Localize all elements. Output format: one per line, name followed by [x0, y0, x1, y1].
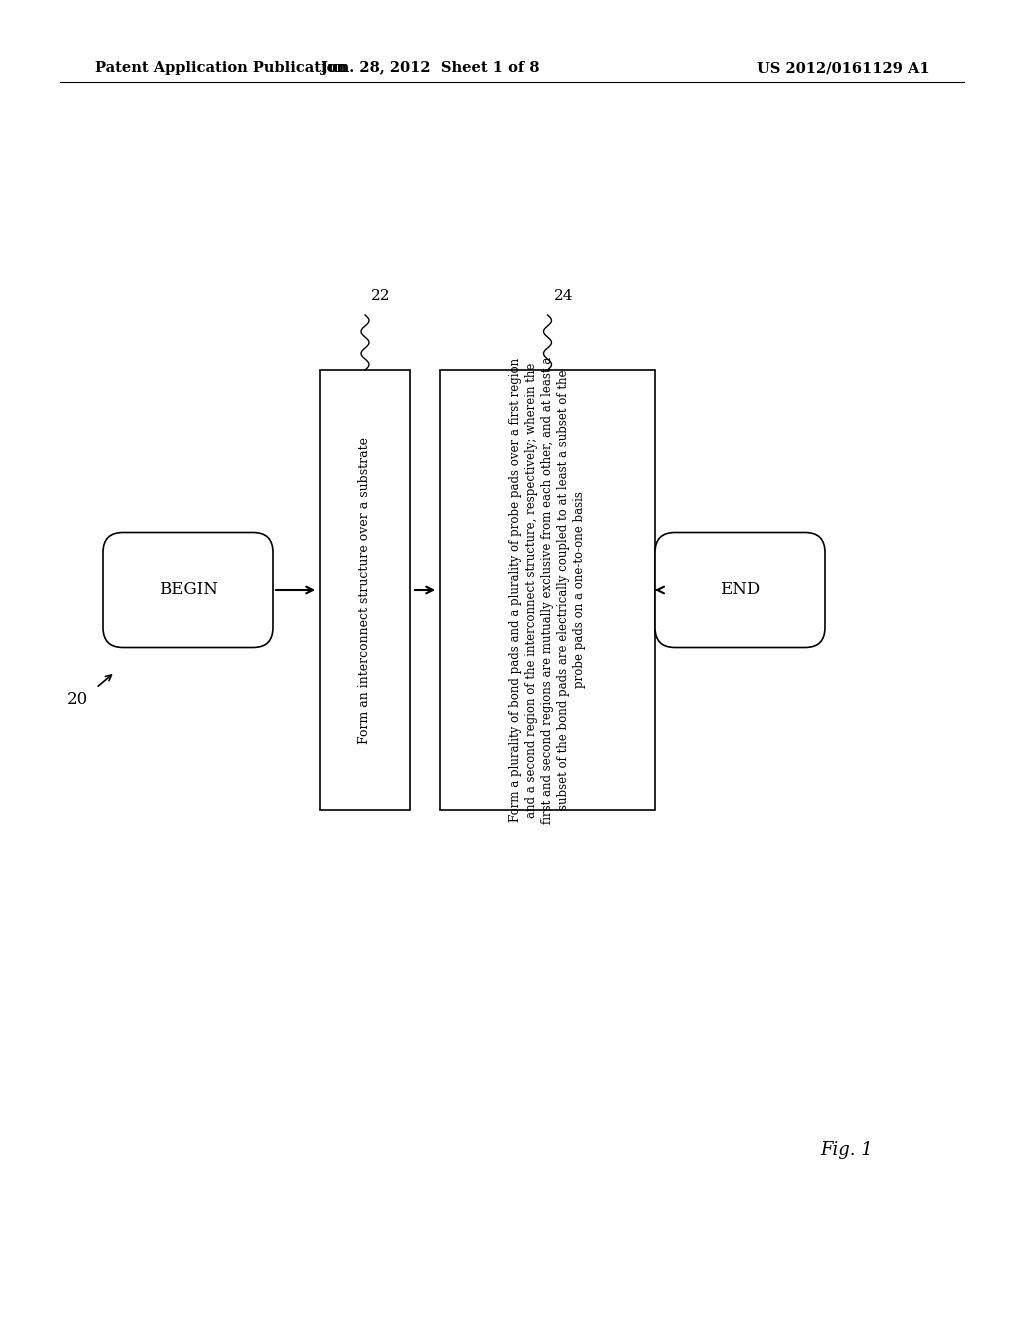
Text: 20: 20 — [67, 692, 88, 709]
FancyBboxPatch shape — [655, 532, 825, 648]
Text: Patent Application Publication: Patent Application Publication — [95, 61, 347, 75]
Bar — [440, 370, 655, 810]
Text: Form a plurality of bond pads and a plurality of probe pads over a first region
: Form a plurality of bond pads and a plur… — [509, 356, 586, 824]
Text: Form an interconnect structure over a substrate: Form an interconnect structure over a su… — [358, 437, 372, 743]
Text: Jun. 28, 2012  Sheet 1 of 8: Jun. 28, 2012 Sheet 1 of 8 — [321, 61, 540, 75]
Text: Fig. 1: Fig. 1 — [820, 1140, 872, 1159]
FancyBboxPatch shape — [103, 532, 273, 648]
Text: END: END — [720, 582, 760, 598]
Text: 22: 22 — [371, 289, 390, 304]
Text: 24: 24 — [554, 289, 573, 304]
Bar — [319, 370, 410, 810]
Text: US 2012/0161129 A1: US 2012/0161129 A1 — [758, 61, 930, 75]
Text: BEGIN: BEGIN — [159, 582, 217, 598]
